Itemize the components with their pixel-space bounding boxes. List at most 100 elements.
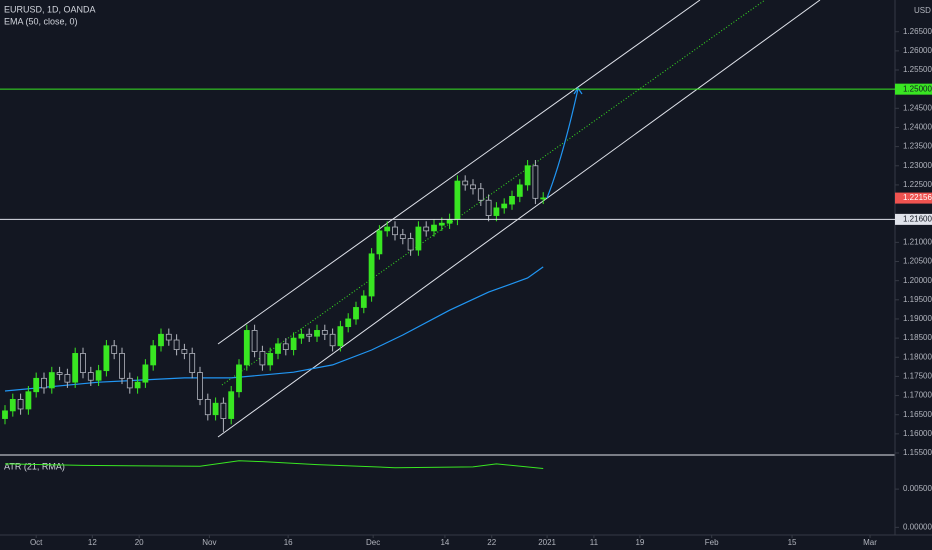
y-tick-label: 1.23000 <box>903 161 932 170</box>
y-tick-label: 1.22500 <box>903 180 932 189</box>
x-tick-label: 12 <box>88 538 97 547</box>
candle-body <box>376 230 383 255</box>
atr-legend: ATR (21, RMA) <box>4 461 65 471</box>
x-tick-label: 15 <box>788 538 797 547</box>
candle-body <box>142 364 149 383</box>
atr-y-tick-label: 0.00500 <box>903 484 932 493</box>
candle-body <box>64 374 71 383</box>
candle-body <box>314 330 320 337</box>
y-tick-label: 1.17000 <box>903 391 932 400</box>
candle-body <box>306 333 313 337</box>
candle-body <box>290 337 297 350</box>
candle-body <box>267 353 274 366</box>
y-tick-label: 1.24500 <box>903 103 932 112</box>
x-tick-label: Dec <box>366 538 380 547</box>
candle-body <box>493 207 500 216</box>
x-tick-label: 16 <box>284 538 293 547</box>
channel-lower <box>217 0 821 438</box>
candle-body <box>243 330 250 366</box>
candle-body <box>111 345 118 354</box>
x-tick-label: 20 <box>135 538 144 547</box>
candle-body <box>275 343 281 354</box>
candle-body <box>80 353 86 373</box>
candle-body <box>126 377 133 389</box>
candle-body <box>532 165 539 199</box>
candle-body <box>516 184 523 197</box>
y-tick-label: 1.24000 <box>903 123 932 132</box>
y-tick-label: 1.25500 <box>903 65 932 74</box>
y-tick-label: 1.26500 <box>903 27 932 36</box>
price-line-label: 1.25000 <box>903 84 932 93</box>
x-tick-label: 2021 <box>538 538 556 547</box>
y-tick-label: 1.18500 <box>903 333 932 342</box>
candle-body <box>95 370 102 381</box>
y-tick-label: 1.26000 <box>903 46 932 55</box>
candle-body <box>470 184 476 190</box>
candle-body <box>399 234 406 239</box>
drawings <box>217 0 821 438</box>
candle-body <box>477 188 484 201</box>
candle-body <box>360 295 367 308</box>
candle-body <box>56 372 63 375</box>
candle-body <box>212 402 219 416</box>
candle-body <box>189 353 196 373</box>
candle-body <box>384 226 391 232</box>
candle-body <box>9 398 16 412</box>
x-tick-label: Nov <box>202 538 216 547</box>
candle-body <box>438 222 445 226</box>
candle-body <box>298 333 305 339</box>
candle-body <box>173 339 180 350</box>
candle-body <box>251 330 258 352</box>
channel-upper <box>217 0 701 345</box>
y-tick-label: 1.19000 <box>903 314 932 323</box>
x-tick-label: 11 <box>590 538 599 547</box>
candle-body <box>407 238 414 251</box>
candle-body <box>509 196 515 205</box>
ema-legend: EMA (50, close, 0) <box>4 16 78 26</box>
candle-body <box>228 391 235 419</box>
candle-body <box>236 364 242 393</box>
candle-body <box>158 333 164 347</box>
y-tick-label: 1.20000 <box>903 276 932 285</box>
candle-body <box>72 353 79 383</box>
candle-body <box>87 372 94 381</box>
x-tick-label: 14 <box>440 538 449 547</box>
ema-line <box>4 266 544 392</box>
candle-body <box>2 410 8 419</box>
candle-body <box>150 345 157 366</box>
y-tick-label: 1.15500 <box>903 448 932 457</box>
x-tick-label: Oct <box>30 538 43 547</box>
candle-body <box>485 199 492 216</box>
candle-body <box>119 353 125 379</box>
candle-body <box>197 372 203 400</box>
x-tick-label: Mar <box>863 538 877 547</box>
y-tick-label: 1.17500 <box>903 372 932 381</box>
y-tick-label: 1.21000 <box>903 237 932 246</box>
candle-body <box>462 180 469 186</box>
candle-body <box>345 318 352 328</box>
candle-body <box>282 343 289 350</box>
candle-body <box>540 197 547 200</box>
price-line-tag <box>895 83 932 95</box>
candle-body <box>524 165 531 186</box>
candle-body <box>423 226 430 232</box>
candle-body <box>337 326 344 347</box>
y-tick-label: 1.16500 <box>903 410 932 419</box>
candle-body <box>181 349 188 354</box>
y-tick-label: 1.18000 <box>903 352 932 361</box>
symbol-title: EURUSD, 1D, OANDA <box>4 4 96 14</box>
candle-body <box>329 333 336 347</box>
candle-body <box>41 377 47 389</box>
candle-body <box>48 372 55 389</box>
candle-body <box>446 218 453 224</box>
currency-label: USD <box>914 6 931 15</box>
y-tick-label: 1.20500 <box>903 257 932 266</box>
y-tick-label: 1.16000 <box>903 429 932 438</box>
last-price-label: 1.22156 <box>903 193 932 202</box>
projection-path <box>546 88 579 199</box>
candle-body <box>259 351 266 366</box>
last-price-tag <box>895 192 932 204</box>
price-line-tag <box>895 213 932 225</box>
candle-body <box>368 253 375 297</box>
projection-arrow <box>573 86 583 95</box>
